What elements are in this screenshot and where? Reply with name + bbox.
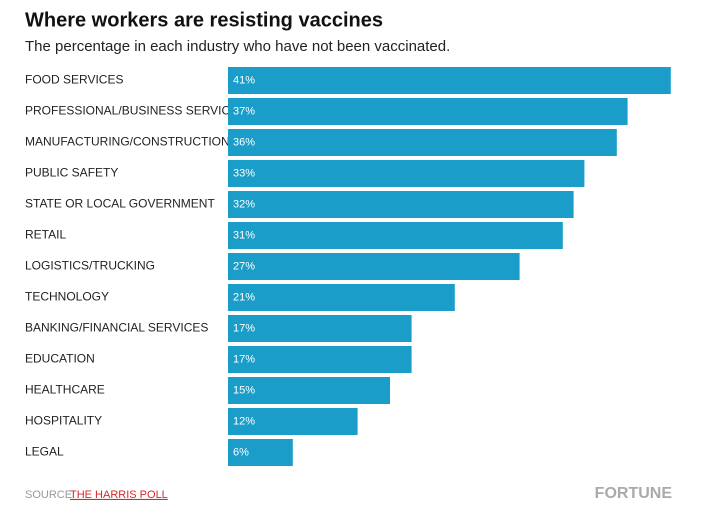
value-label: 17% xyxy=(233,353,255,365)
category-label: PUBLIC SAFETY xyxy=(25,166,118,180)
bar xyxy=(228,439,293,466)
bar xyxy=(228,284,455,311)
category-label: LEGAL xyxy=(25,445,64,459)
bar xyxy=(228,160,585,187)
value-label: 21% xyxy=(233,291,255,303)
category-label: HEALTHCARE xyxy=(25,383,105,397)
category-label: EDUCATION xyxy=(25,352,95,366)
bar xyxy=(228,222,563,249)
category-label: LOGISTICS/TRUCKING xyxy=(25,259,155,273)
source-label: SOURCE: xyxy=(25,489,75,501)
bar xyxy=(228,377,390,404)
category-label: STATE OR LOCAL GOVERNMENT xyxy=(25,197,215,211)
category-label: MANUFACTURING/CONSTRUCTION xyxy=(25,135,230,149)
value-label: 32% xyxy=(233,198,255,210)
bar xyxy=(228,315,412,342)
bar xyxy=(228,346,412,373)
value-label: 17% xyxy=(233,322,255,334)
value-label: 12% xyxy=(233,415,255,427)
category-label: RETAIL xyxy=(25,228,66,242)
value-label: 6% xyxy=(233,446,249,458)
category-label: PROFESSIONAL/BUSINESS SERVICES xyxy=(25,104,246,118)
value-label: 27% xyxy=(233,260,255,272)
value-label: 41% xyxy=(233,74,255,86)
value-label: 15% xyxy=(233,384,255,396)
bar xyxy=(228,408,358,435)
category-label: HOSPITALITY xyxy=(25,414,102,428)
value-label: 31% xyxy=(233,229,255,241)
bar xyxy=(228,129,617,156)
brand: FORTUNE xyxy=(595,485,673,502)
bar xyxy=(228,253,520,280)
chart-title: Where workers are resisting vaccines xyxy=(25,9,383,31)
bar xyxy=(228,98,628,125)
bar xyxy=(228,191,574,218)
source-link[interactable]: THE HARRIS POLL xyxy=(70,489,168,501)
value-label: 37% xyxy=(233,105,255,117)
chart-subtitle: The percentage in each industry who have… xyxy=(25,38,450,55)
bar xyxy=(228,67,671,94)
category-label: FOOD SERVICES xyxy=(25,73,123,87)
category-label: BANKING/FINANCIAL SERVICES xyxy=(25,321,208,335)
value-label: 33% xyxy=(233,167,255,179)
category-label: TECHNOLOGY xyxy=(25,290,109,304)
value-label: 36% xyxy=(233,136,255,148)
